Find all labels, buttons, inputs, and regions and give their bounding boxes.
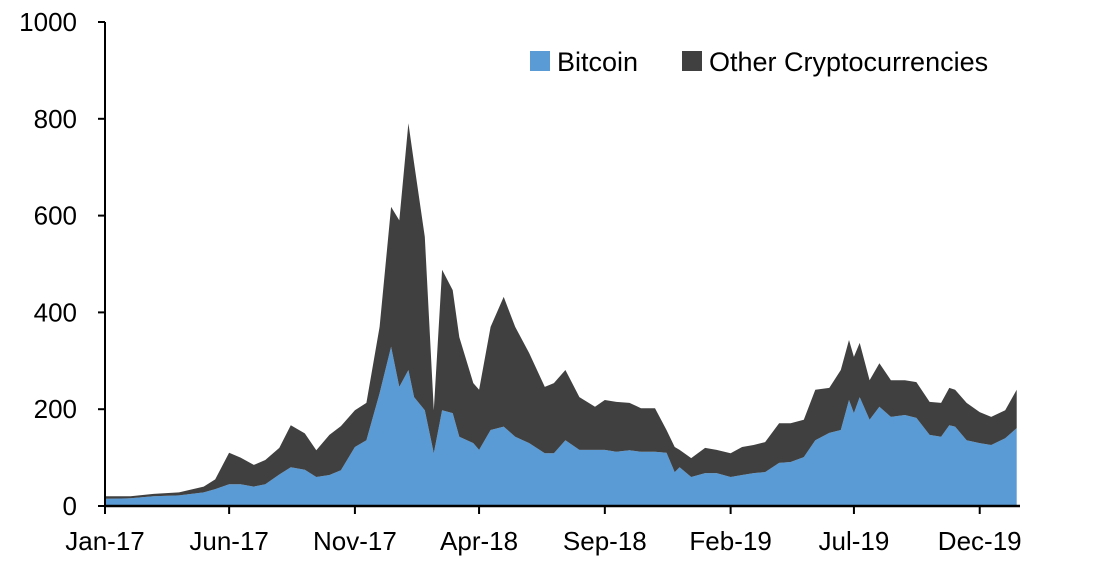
x-tick-label: Nov-17 bbox=[313, 526, 397, 556]
y-tick-label: 200 bbox=[34, 394, 77, 424]
x-tick-label: Dec-19 bbox=[938, 526, 1022, 556]
y-tick-label: 600 bbox=[34, 201, 77, 231]
x-tick-label: Jun-17 bbox=[189, 526, 269, 556]
legend-swatch-bitcoin bbox=[530, 51, 550, 71]
y-tick-label: 0 bbox=[63, 491, 77, 521]
x-tick-label: Sep-18 bbox=[563, 526, 647, 556]
x-tick-label: Jul-19 bbox=[819, 526, 890, 556]
y-tick-label: 800 bbox=[34, 104, 77, 134]
legend: Bitcoin Other Cryptocurrencies bbox=[530, 47, 988, 77]
x-tick-label: Feb-19 bbox=[689, 526, 771, 556]
area-bitcoin bbox=[105, 346, 1017, 506]
y-tick-label: 1000 bbox=[19, 7, 77, 37]
axes: 0 200 400 600 800 1000 Jan-17 Jun-17 Nov-17 Apr-1… bbox=[19, 7, 1021, 556]
legend-swatch-other bbox=[682, 51, 702, 71]
plot-area bbox=[105, 123, 1017, 506]
legend-label-bitcoin: Bitcoin bbox=[557, 47, 638, 77]
x-tick-label: Jan-17 bbox=[65, 526, 145, 556]
area-other-cryptocurrencies bbox=[105, 123, 1017, 499]
x-tick-label: Apr-18 bbox=[440, 526, 518, 556]
y-tick-label: 400 bbox=[34, 297, 77, 327]
legend-label-other: Other Cryptocurrencies bbox=[709, 47, 988, 77]
